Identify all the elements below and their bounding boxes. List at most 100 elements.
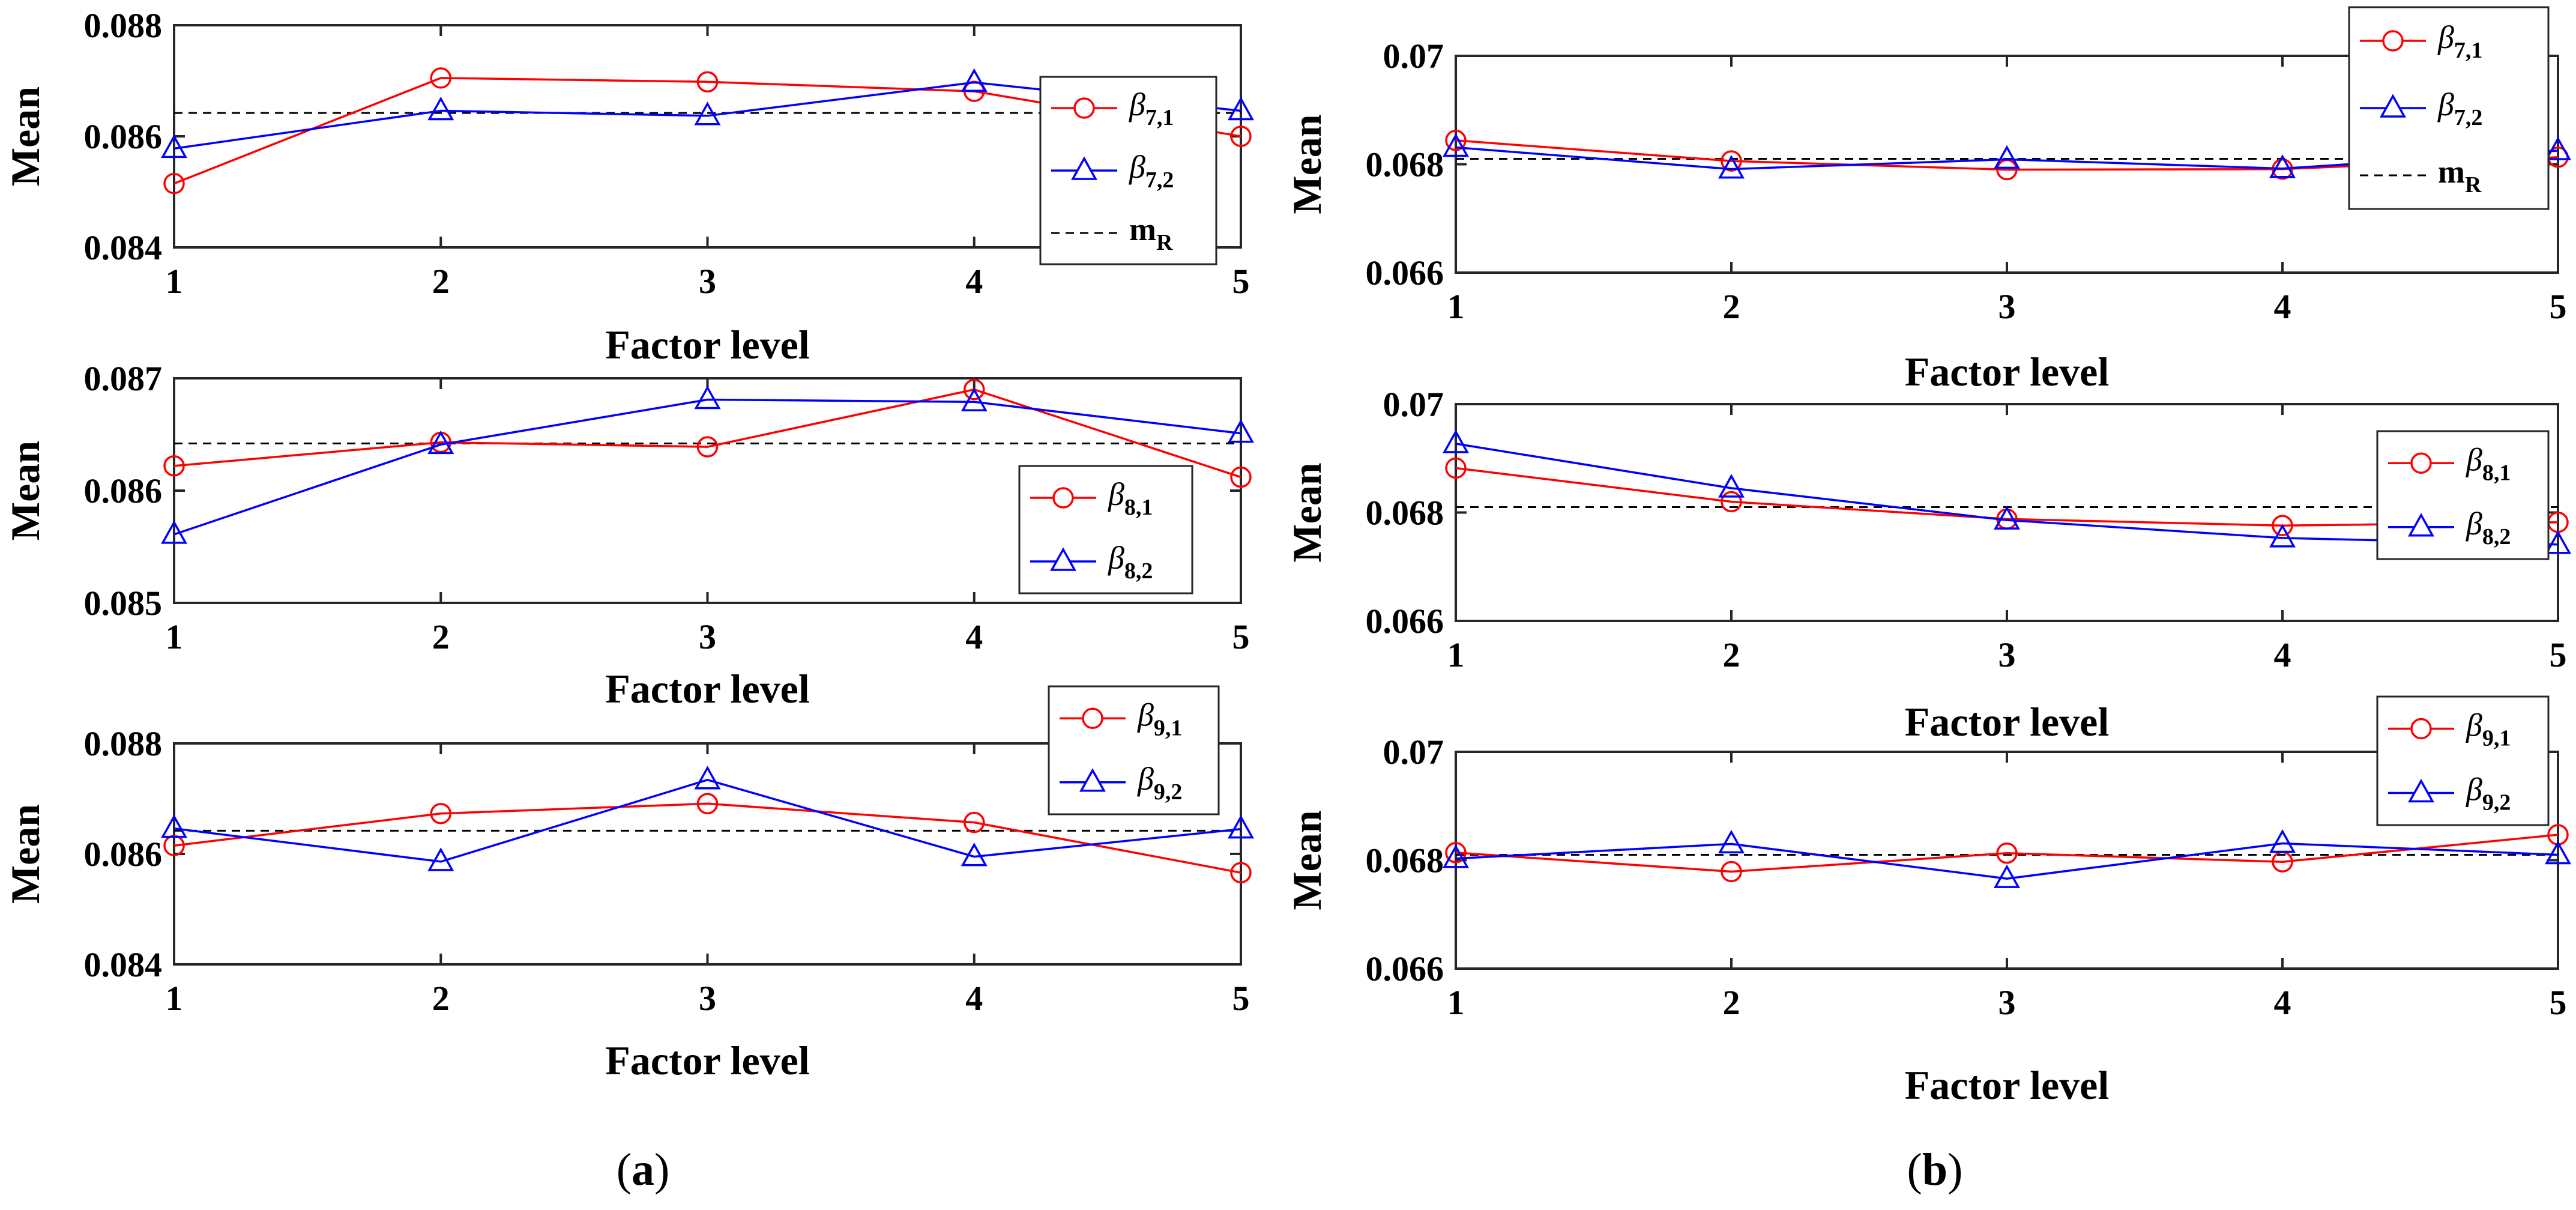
- legend-subscript: 9,1: [1154, 715, 1183, 740]
- legend-symbol: β: [1108, 476, 1124, 512]
- data-point-triangle: [1228, 815, 1254, 839]
- legend-subscript: 8,1: [1124, 495, 1153, 520]
- x-tick-label: 5: [2550, 287, 2567, 326]
- x-tick-label: 4: [2274, 983, 2291, 1022]
- y-axis-label: Mean: [2, 441, 48, 540]
- y-tick-label: 0.066: [1366, 253, 1444, 292]
- data-point-circle: [696, 436, 719, 458]
- y-tick-label: 0.084: [84, 228, 163, 267]
- legend-marker-circle: [2410, 718, 2432, 740]
- legend-subscript: 9,2: [1154, 779, 1183, 805]
- x-tick-label: 3: [1998, 635, 2016, 674]
- legend-symbol: m: [2438, 154, 2465, 190]
- legend-box: [2376, 695, 2550, 826]
- legend-subscript: 9,1: [2482, 726, 2511, 751]
- legend-box: [1048, 685, 1220, 815]
- data-point-triangle: [161, 520, 187, 544]
- x-tick-label: 3: [699, 617, 716, 656]
- x-tick-label: 2: [1723, 983, 1740, 1022]
- y-tick-label: 0.085: [84, 584, 163, 623]
- legend-subscript: R: [2465, 172, 2482, 198]
- data-point-circle: [1230, 466, 1252, 488]
- y-axis-label: Mean: [1284, 462, 1330, 562]
- x-tick-label: 5: [1232, 617, 1250, 656]
- legend-symbol: m: [1129, 211, 1156, 247]
- y-tick-label: 0.086: [84, 471, 163, 510]
- legend-symbol: β: [2466, 772, 2482, 808]
- data-point-triangle: [1718, 155, 1745, 179]
- plot-area: [1455, 751, 2559, 970]
- chart-panel-a-bottom: 0.084 0.086 0.088 1 2 3 4 5 Factor level Mean β9,1…: [2, 685, 1254, 1083]
- data-point-triangle: [694, 766, 721, 790]
- data-point-triangle: [961, 68, 988, 92]
- legend-subscript: 8,1: [2482, 460, 2511, 485]
- y-axis-label: Mean: [2, 86, 48, 186]
- data-point-triangle: [1228, 419, 1254, 443]
- data-point-triangle: [961, 842, 988, 867]
- data-point-triangle: [2269, 829, 2296, 853]
- x-tick-label: 4: [965, 979, 983, 1018]
- legend-label: β7,1: [1129, 86, 1174, 130]
- x-tick-label: 4: [965, 262, 983, 301]
- chart-panel-a-middle: 0.085 0.086 0.087 1 2 3 4 5 Factor level Mean β8,1…: [2, 359, 1254, 712]
- legend-subscript: 7,2: [1145, 168, 1174, 193]
- data-point-circle: [964, 378, 985, 401]
- data-point-circle: [430, 67, 451, 89]
- legend-marker-triangle: [1079, 768, 1106, 792]
- data-point-triangle: [2545, 530, 2571, 554]
- data-point-circle: [1445, 130, 1467, 151]
- legend-subscript: R: [1156, 230, 1173, 255]
- x-tick-label: 2: [1723, 287, 1740, 326]
- legend-label: β9,1: [1137, 697, 1182, 740]
- data-point-circle: [1445, 457, 1467, 479]
- subfigure-label-a: (a): [617, 1145, 670, 1195]
- x-axis-label: Factor level: [1905, 699, 2109, 745]
- y-axis-label: Mean: [1284, 810, 1330, 910]
- x-axis-label: Factor level: [1905, 349, 2109, 395]
- y-axis-label: Mean: [1284, 114, 1330, 214]
- legend-symbol: β: [1129, 149, 1145, 185]
- legend-label-reference: mR: [2438, 154, 2482, 198]
- series-line-9-1: [1455, 833, 2559, 873]
- x-tick-label: 2: [432, 262, 450, 301]
- data-point-triangle: [1994, 864, 2020, 888]
- series-line-8-2: [1455, 443, 2559, 546]
- legend-symbol: β: [2466, 707, 2482, 743]
- y-tick-label: 0.084: [84, 945, 163, 984]
- legend-label-reference: mR: [1129, 211, 1173, 255]
- legend-label: β7,2: [2437, 86, 2482, 130]
- legend-marker-circle: [1073, 97, 1095, 119]
- series-line-8-1: [1455, 467, 2559, 527]
- y-tick-label: 0.066: [1366, 949, 1444, 988]
- legend-marker-circle: [2382, 30, 2404, 52]
- y-tick-label: 0.086: [84, 835, 163, 874]
- data-point-circle: [696, 71, 719, 93]
- legend-symbol: β: [1137, 761, 1154, 797]
- x-tick-label: 3: [699, 979, 716, 1018]
- legend-subscript: 8,2: [1124, 558, 1153, 584]
- data-point-triangle: [427, 430, 454, 455]
- series-line-8-1: [173, 388, 1241, 479]
- data-point-triangle: [427, 96, 454, 121]
- legend-marker-triangle: [1071, 156, 1097, 180]
- legend-symbol: β: [1108, 540, 1124, 576]
- legend-subscript: 7,1: [2454, 38, 2483, 63]
- data-point-circle: [1721, 491, 1742, 513]
- x-tick-label: 5: [2550, 983, 2567, 1022]
- legend-marker-triangle: [2408, 513, 2434, 537]
- y-tick-label: 0.068: [1366, 841, 1444, 880]
- x-tick-label: 1: [166, 979, 183, 1018]
- data-point-triangle: [1228, 96, 1254, 121]
- legend-marker-circle: [1052, 487, 1074, 509]
- data-point-triangle: [1443, 844, 1469, 868]
- data-point-circle: [1230, 862, 1252, 884]
- legend-label: β8,2: [2466, 506, 2511, 549]
- data-point-circle: [1445, 842, 1467, 864]
- data-point-triangle: [1718, 829, 1745, 854]
- subfigure-label-b: (b): [1907, 1145, 1963, 1195]
- data-point-triangle: [1994, 145, 2020, 169]
